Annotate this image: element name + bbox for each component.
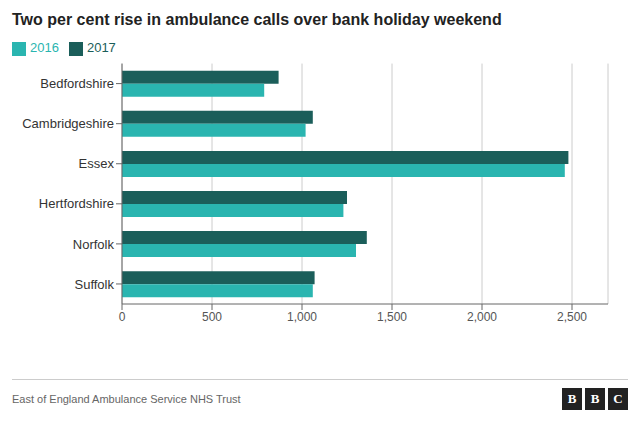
svg-text:Cambridgeshire: Cambridgeshire — [22, 116, 114, 131]
svg-text:500: 500 — [202, 310, 222, 324]
svg-text:1,000: 1,000 — [287, 310, 317, 324]
html-text:B: B — [590, 391, 600, 406]
svg-text:Norfolk: Norfolk — [73, 237, 115, 252]
svg-text:Suffolk: Suffolk — [74, 277, 114, 292]
svg-text:Bedfordshire: Bedfordshire — [40, 76, 114, 91]
html-text:C: C — [613, 391, 623, 406]
svg-text:0: 0 — [119, 310, 126, 324]
html-text:2016: 2016 — [30, 40, 59, 55]
svg-text:2,500: 2,500 — [557, 310, 587, 324]
html-text:East of England Ambulance Serv: East of England Ambulance Service NHS Tr… — [12, 393, 241, 405]
svg-text:2,000: 2,000 — [467, 310, 497, 324]
svg-text:Hertfordshire: Hertfordshire — [39, 196, 114, 211]
svg-text:Essex: Essex — [79, 156, 115, 171]
html-text:Two per cent rise in ambulance: Two per cent rise in ambulance calls ove… — [12, 11, 502, 28]
html-text:B: B — [567, 391, 577, 406]
html-text:2017: 2017 — [86, 40, 116, 55]
svg-text:1,500: 1,500 — [377, 310, 407, 324]
